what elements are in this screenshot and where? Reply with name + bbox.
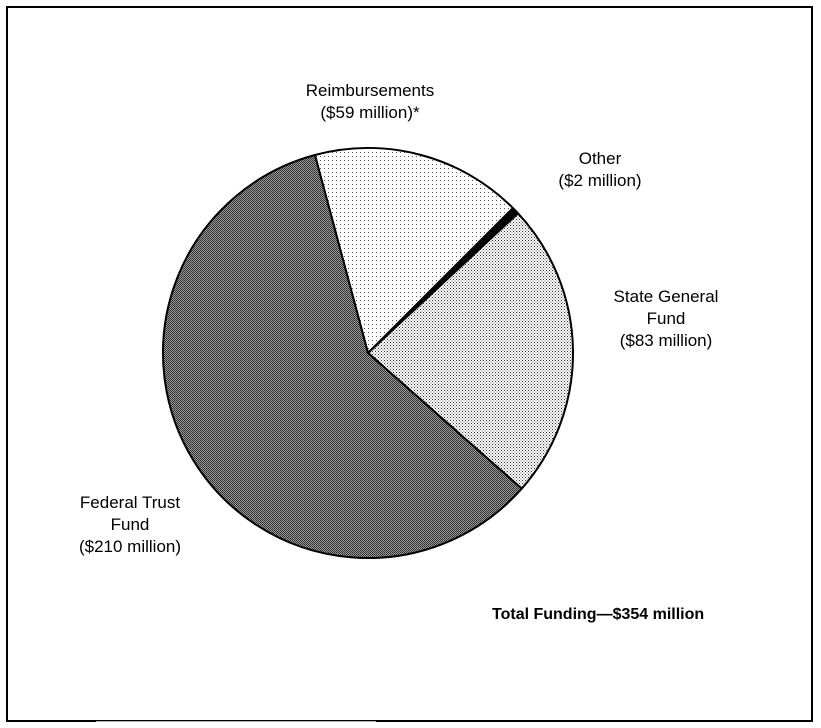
slice-label-state-general-fund-line1: State General [613,287,719,306]
slice-label-state-general-fund-line2: Fund [646,309,686,328]
pie-slice-reimbursements [313,147,514,354]
slice-label-federal-trust-fund-line2: Fund [110,515,150,534]
slice-label-reimbursements: Reimbursements ($59 million)* [290,80,450,124]
total-funding-label: Total Funding—$354 million [492,606,705,623]
pie-slice-state-general-fund [367,212,574,490]
slice-label-reimbursements-line2: ($59 million)* [320,103,420,122]
slice-label-federal-trust-fund-line1: Federal Trust [79,493,181,512]
slice-label-reimbursements-line1: Reimbursements [305,81,435,100]
slice-label-federal-trust-fund-line3: ($210 million) [78,537,182,556]
slice-label-state-general-fund: State General Fund ($83 million) [596,286,736,352]
slice-label-federal-trust-fund: Federal Trust Fund ($210 million) [60,492,200,558]
slice-label-other: Other ($2 million) [540,148,660,192]
slice-label-state-general-fund-line3: ($83 million) [619,331,713,350]
footer-rule [96,721,376,722]
slice-label-other-line2: ($2 million) [558,171,642,190]
pie-slice-federal-trust-fund [162,153,523,559]
slice-label-other-line1: Other [578,149,622,168]
